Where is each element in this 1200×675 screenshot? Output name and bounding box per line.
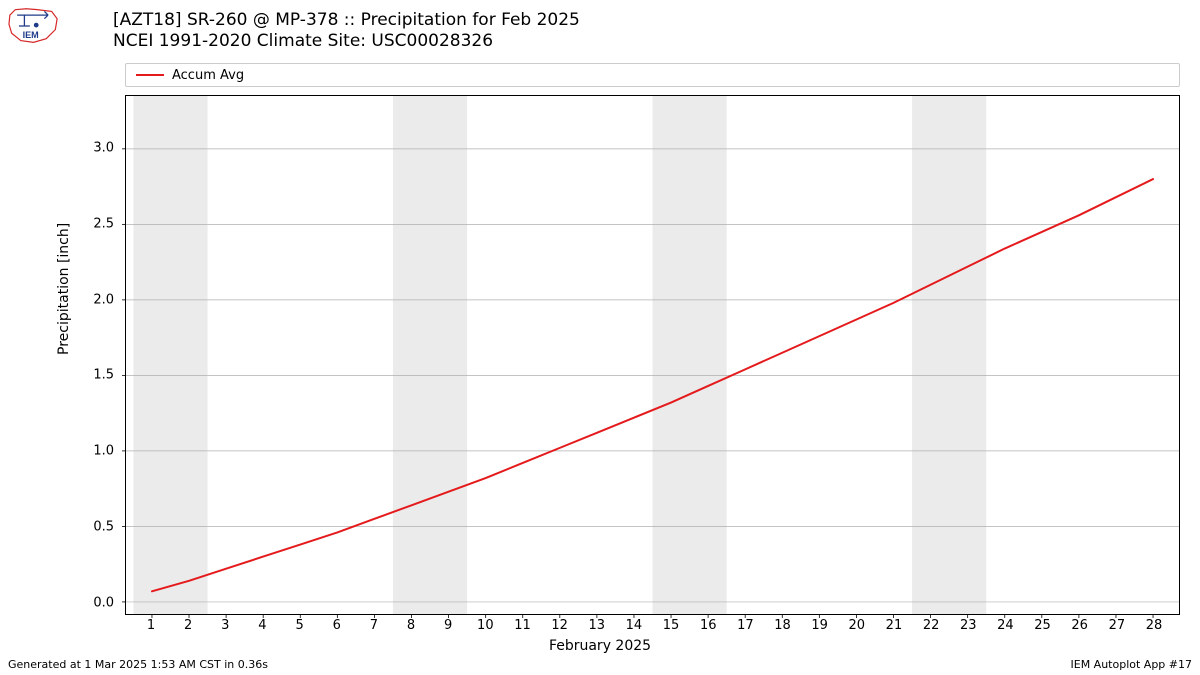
footer-left: Generated at 1 Mar 2025 1:53 AM CST in 0… bbox=[8, 658, 268, 671]
legend-swatch-accum-avg bbox=[136, 74, 164, 76]
x-tick-label: 10 bbox=[477, 618, 494, 633]
y-tick-label: 0.5 bbox=[93, 520, 114, 535]
x-tick-label: 7 bbox=[370, 618, 378, 633]
x-axis-label: February 2025 bbox=[0, 638, 1200, 654]
x-tick-label: 22 bbox=[923, 618, 940, 633]
legend: Accum Avg bbox=[125, 63, 1180, 87]
x-tick-label: 3 bbox=[221, 618, 229, 633]
x-tick-label: 16 bbox=[700, 618, 717, 633]
x-tick-label: 1 bbox=[147, 618, 155, 633]
plot-area bbox=[125, 95, 1180, 615]
x-tick-label: 9 bbox=[444, 618, 452, 633]
x-tick-label: 28 bbox=[1146, 618, 1163, 633]
svg-text:IEM: IEM bbox=[23, 30, 39, 40]
x-tick-label: 11 bbox=[514, 618, 531, 633]
y-tick-label: 2.0 bbox=[93, 292, 114, 307]
x-tick-label: 20 bbox=[849, 618, 866, 633]
y-tick-label: 1.0 bbox=[93, 444, 114, 459]
x-tick-label: 8 bbox=[407, 618, 415, 633]
footer-right: IEM Autoplot App #17 bbox=[1071, 658, 1193, 671]
x-tick-label: 15 bbox=[663, 618, 680, 633]
y-tick-label: 3.0 bbox=[93, 141, 114, 156]
title-line1: [AZT18] SR-260 @ MP-378 :: Precipitation… bbox=[113, 10, 580, 31]
x-tick-label: 25 bbox=[1034, 618, 1051, 633]
y-tick-container: 0.0 0.5 1.0 1.5 2.0 2.5 3.0 bbox=[0, 95, 122, 615]
x-tick-label: 18 bbox=[774, 618, 791, 633]
iem-logo: IEM bbox=[6, 6, 61, 46]
y-tick-label: 1.5 bbox=[93, 368, 114, 383]
x-tick-label: 4 bbox=[258, 618, 266, 633]
x-tick-label: 27 bbox=[1109, 618, 1126, 633]
x-tick-container: 1234567891011121314151617181920212223242… bbox=[125, 618, 1180, 636]
x-tick-label: 2 bbox=[184, 618, 192, 633]
chart-title: [AZT18] SR-260 @ MP-378 :: Precipitation… bbox=[113, 10, 580, 53]
title-line2: NCEI 1991-2020 Climate Site: USC00028326 bbox=[113, 31, 580, 52]
x-tick-label: 19 bbox=[811, 618, 828, 633]
x-tick-label: 24 bbox=[997, 618, 1014, 633]
x-tick-label: 14 bbox=[626, 618, 643, 633]
x-tick-label: 13 bbox=[588, 618, 605, 633]
y-tick-label: 0.0 bbox=[93, 595, 114, 610]
x-tick-label: 23 bbox=[960, 618, 977, 633]
y-tick-label: 2.5 bbox=[93, 216, 114, 231]
x-tick-label: 6 bbox=[333, 618, 341, 633]
x-tick-label: 26 bbox=[1071, 618, 1088, 633]
x-tick-label: 5 bbox=[295, 618, 303, 633]
x-tick-label: 21 bbox=[886, 618, 903, 633]
page-root: IEM [AZT18] SR-260 @ MP-378 :: Precipita… bbox=[0, 0, 1200, 675]
x-tick-label: 17 bbox=[737, 618, 754, 633]
x-tick-label: 12 bbox=[551, 618, 568, 633]
legend-label-accum-avg: Accum Avg bbox=[172, 68, 244, 83]
plot-svg bbox=[126, 96, 1179, 614]
